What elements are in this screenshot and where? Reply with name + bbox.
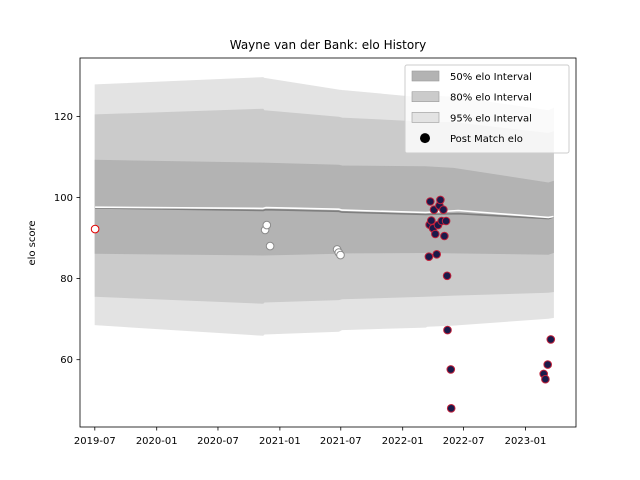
data-point-17 xyxy=(436,195,445,205)
x-tick-label-0: 2019-07 xyxy=(74,436,116,447)
legend-label-1: 80% elo Interval xyxy=(450,93,532,104)
x-tick-label-4: 2021-07 xyxy=(320,436,362,447)
interval-band-2 xyxy=(94,159,554,256)
y-tick-label-2: 100 xyxy=(54,193,73,204)
data-point-6 xyxy=(336,250,345,260)
x-tick-label-1: 2020-01 xyxy=(136,436,178,447)
data-point-19 xyxy=(439,205,448,214)
data-point-29 xyxy=(546,335,556,344)
data-point-10 xyxy=(427,216,436,225)
data-point-20 xyxy=(440,231,449,241)
x-tick-label-5: 2022-01 xyxy=(382,436,424,447)
chart-title: Wayne van der Bank: elo History xyxy=(230,38,427,52)
y-tick-label-1: 80 xyxy=(60,274,73,285)
x-tick-label-6: 2022-07 xyxy=(443,436,485,447)
data-point-9 xyxy=(426,197,435,206)
data-point-2 xyxy=(262,220,272,230)
x-tick-label-3: 2021-01 xyxy=(259,436,301,447)
legend-swatch-1 xyxy=(411,91,440,102)
median-elo-line xyxy=(95,206,554,219)
data-point-14 xyxy=(432,250,442,259)
x-tick-label-2: 2020-07 xyxy=(197,436,239,447)
legend-label-2: 95% elo Interval xyxy=(450,113,532,124)
legend-label-3: Post Match elo xyxy=(450,134,523,145)
legend-box xyxy=(404,64,570,154)
axes: 2019-07 2020-01 2020-07 2021-01 2021-07 2022-… xyxy=(54,57,577,447)
mean-elo-line xyxy=(95,207,554,220)
legend-swatch-0 xyxy=(411,70,440,82)
legend-marker-3 xyxy=(420,133,430,144)
data-point-21 xyxy=(441,216,451,226)
y-tick-label-0: 60 xyxy=(60,355,73,366)
data-point-7 xyxy=(424,252,434,262)
data-point-22 xyxy=(442,271,452,281)
y-tick-label-3: 120 xyxy=(54,112,73,123)
data-point-13 xyxy=(431,229,440,239)
data-point-25 xyxy=(446,404,456,413)
legend: 50% elo Interval 80% elo Interval 95% elo … xyxy=(404,64,570,154)
legend-swatch-2 xyxy=(411,112,440,123)
data-point-0 xyxy=(90,224,100,234)
legend-label-0: 50% elo Interval xyxy=(450,72,532,83)
data-point-24 xyxy=(446,365,456,374)
data-point-27 xyxy=(541,374,550,384)
y-axis-label: elo score xyxy=(27,220,38,265)
axes-frame xyxy=(79,57,577,428)
data-point-28 xyxy=(543,360,553,369)
data-point-23 xyxy=(443,325,452,335)
x-tick-label-7: 2023-01 xyxy=(505,436,547,447)
data-point-3 xyxy=(265,241,275,251)
